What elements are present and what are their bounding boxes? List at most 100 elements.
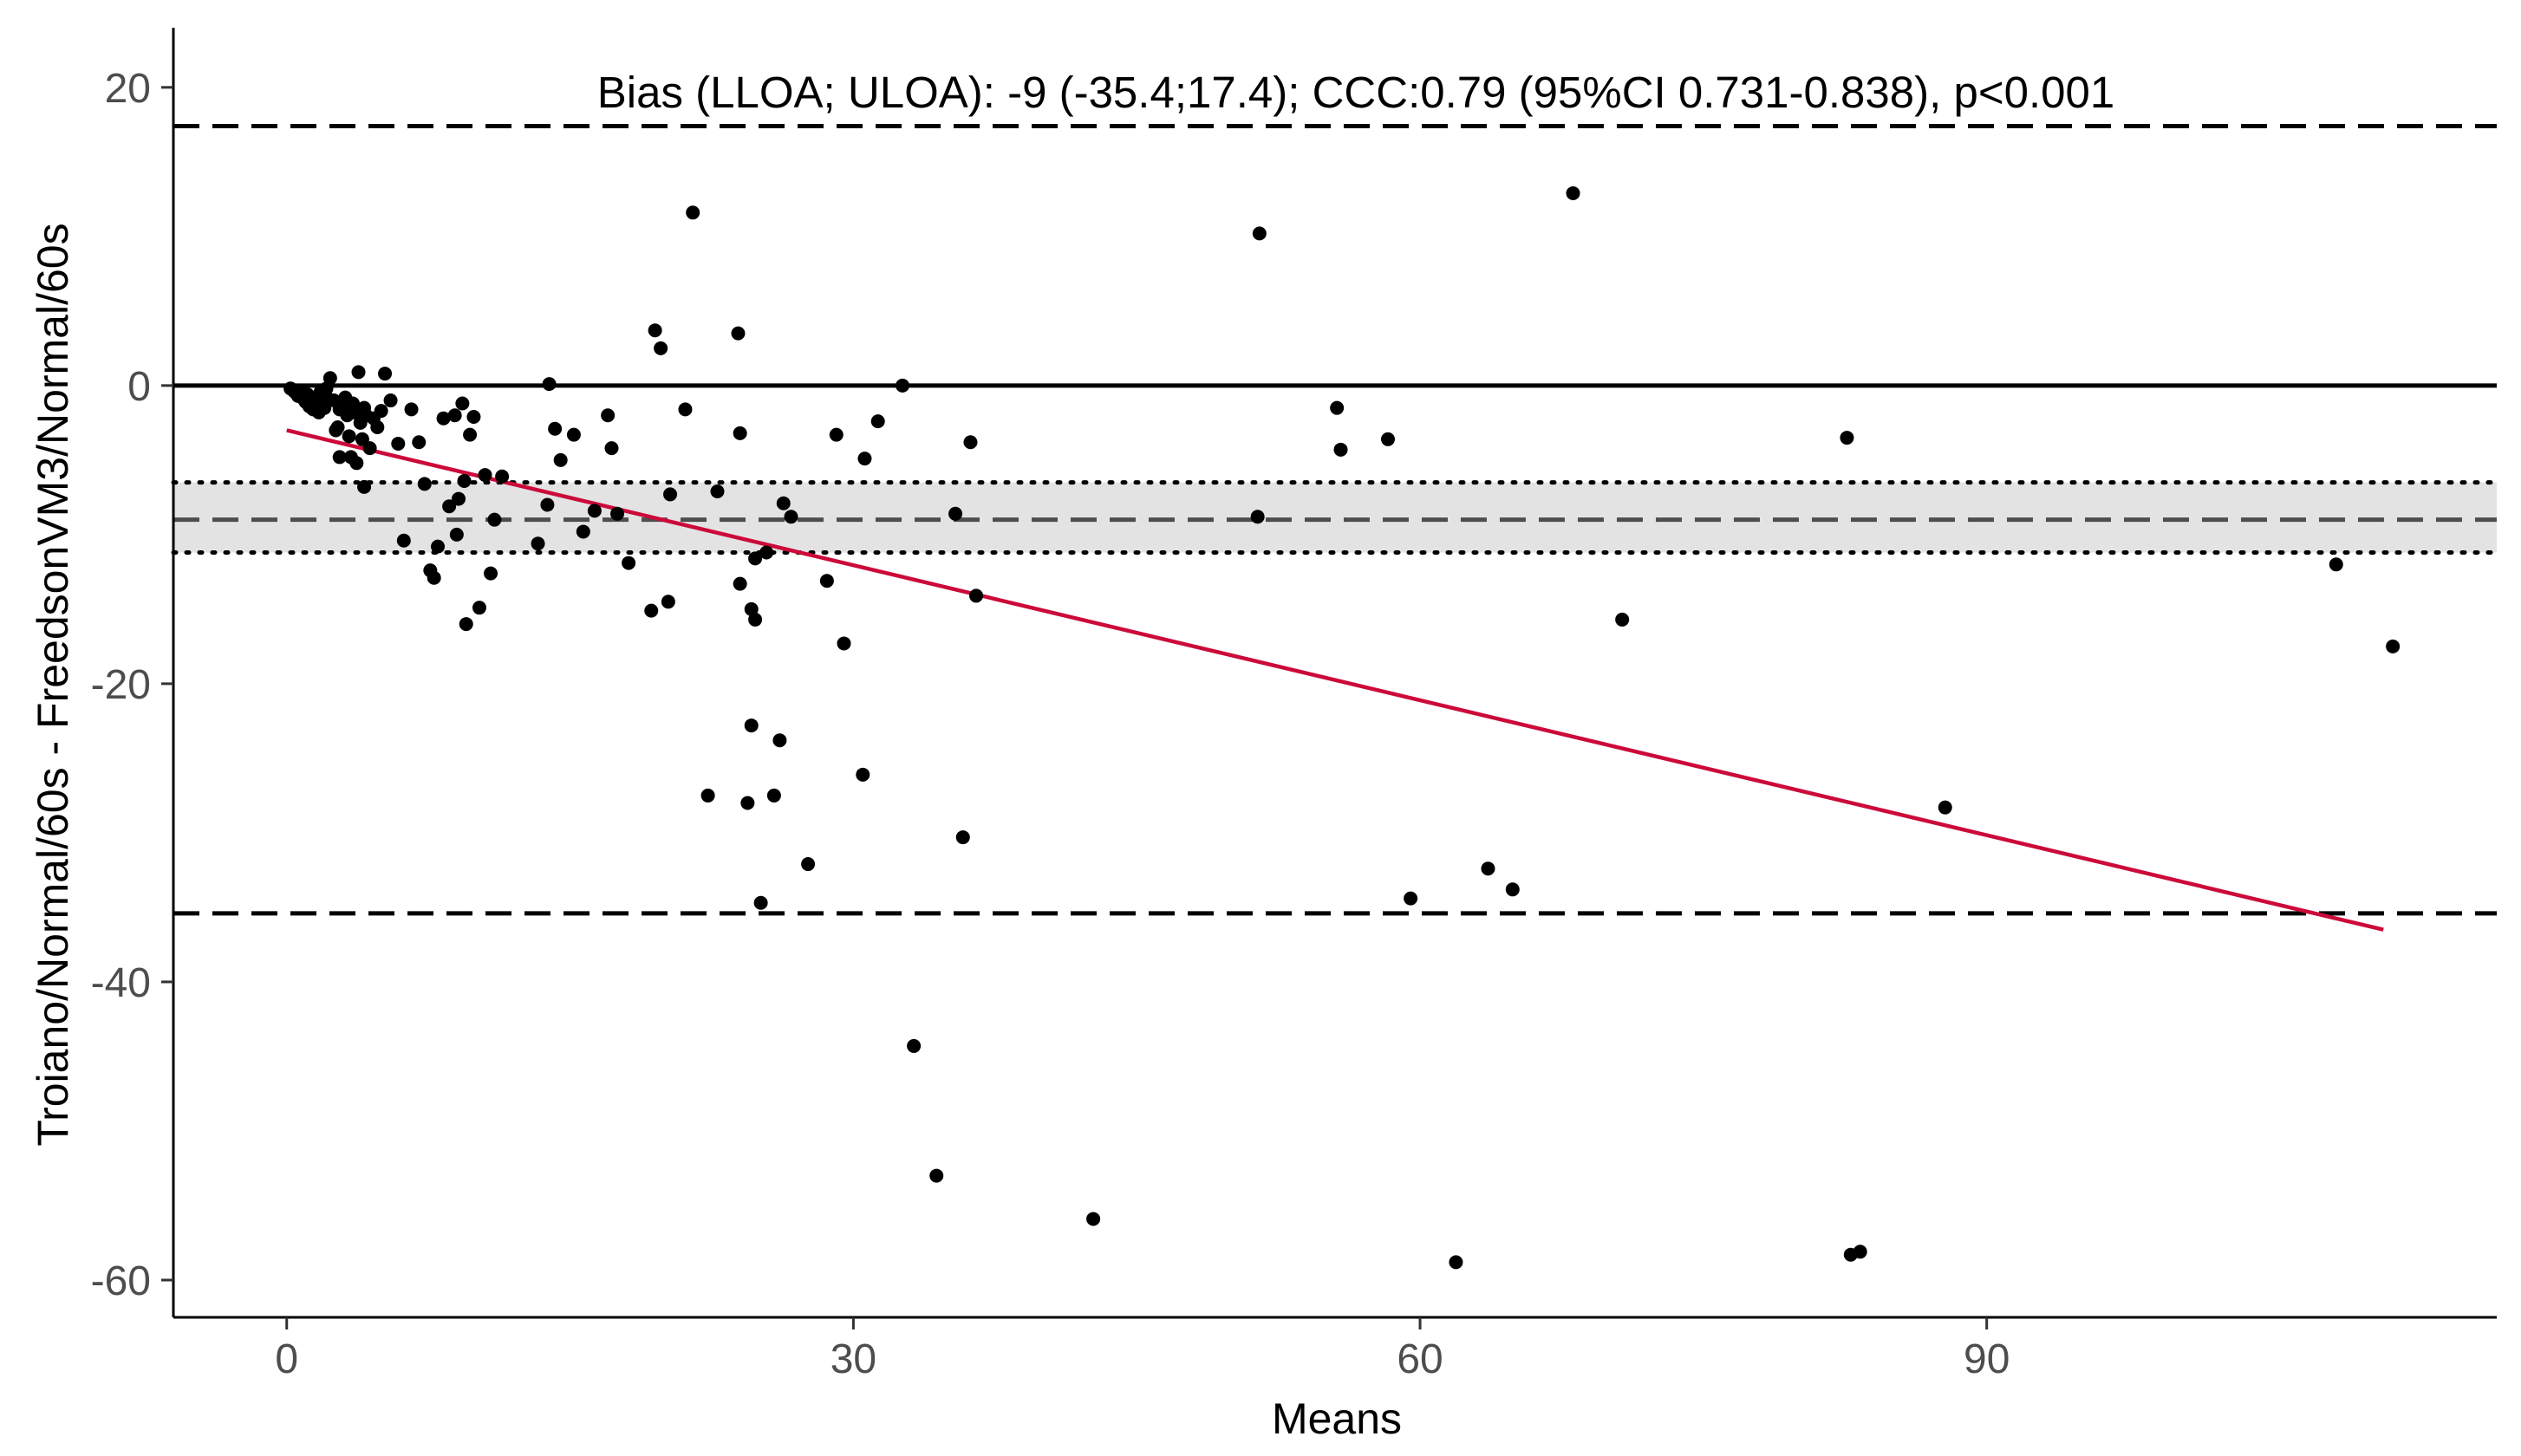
data-point bbox=[472, 601, 486, 615]
data-point bbox=[478, 468, 492, 483]
data-point bbox=[391, 436, 406, 451]
trend-line bbox=[286, 428, 2384, 932]
data-point bbox=[417, 477, 432, 491]
data-point bbox=[319, 381, 334, 396]
data-point bbox=[784, 510, 798, 524]
data-point bbox=[740, 796, 755, 810]
data-point bbox=[540, 497, 555, 512]
data-point bbox=[710, 484, 725, 498]
bias-confidence-band-layer bbox=[171, 480, 2499, 556]
x-tick-label: 0 bbox=[275, 1336, 298, 1382]
data-point bbox=[963, 435, 978, 450]
data-point bbox=[748, 551, 763, 566]
data-point bbox=[484, 566, 498, 581]
reference-lines-layer bbox=[173, 124, 2497, 916]
data-point bbox=[463, 427, 478, 442]
data-point bbox=[819, 574, 834, 588]
data-point bbox=[772, 733, 787, 748]
data-point bbox=[801, 857, 816, 872]
data-point bbox=[744, 601, 759, 616]
data-point bbox=[449, 527, 464, 542]
data-point bbox=[969, 588, 984, 603]
data-point bbox=[431, 539, 446, 554]
data-point bbox=[648, 323, 662, 338]
data-point bbox=[1381, 432, 1396, 446]
data-point bbox=[907, 1038, 922, 1053]
data-point bbox=[495, 469, 510, 484]
data-point bbox=[351, 365, 366, 380]
data-point bbox=[929, 1168, 944, 1183]
data-point bbox=[531, 536, 545, 551]
y-tick-label: 0 bbox=[127, 364, 151, 410]
data-point bbox=[644, 603, 659, 618]
data-point bbox=[412, 435, 427, 450]
data-point bbox=[378, 367, 393, 381]
data-point bbox=[1333, 442, 1348, 457]
data-point bbox=[1481, 861, 1495, 876]
data-point bbox=[442, 499, 457, 514]
data-point bbox=[1853, 1245, 1867, 1259]
data-point bbox=[622, 556, 636, 570]
data-point bbox=[322, 371, 337, 386]
data-point bbox=[1250, 510, 1265, 524]
data-point bbox=[349, 456, 364, 471]
data-point bbox=[2386, 639, 2400, 653]
data-points-layer bbox=[283, 185, 2400, 1270]
data-point bbox=[404, 402, 419, 417]
data-point bbox=[654, 341, 668, 355]
data-point bbox=[396, 533, 411, 548]
data-point bbox=[829, 427, 844, 442]
x-tick-label: 90 bbox=[1964, 1336, 2010, 1382]
data-point bbox=[452, 491, 466, 506]
data-point bbox=[870, 414, 885, 429]
data-point bbox=[896, 378, 910, 393]
data-point bbox=[955, 830, 970, 845]
data-point bbox=[678, 402, 693, 417]
data-point bbox=[455, 396, 470, 411]
data-point bbox=[1449, 1255, 1463, 1270]
data-point bbox=[374, 404, 388, 419]
data-point bbox=[1252, 226, 1267, 241]
data-point bbox=[357, 479, 372, 494]
data-point bbox=[759, 545, 774, 560]
data-point bbox=[744, 718, 759, 733]
data-point bbox=[383, 393, 398, 408]
data-point bbox=[459, 617, 473, 632]
data-point bbox=[1938, 800, 1952, 815]
data-point bbox=[457, 473, 472, 488]
data-point bbox=[1505, 882, 1520, 897]
data-point bbox=[548, 421, 563, 436]
data-point bbox=[466, 409, 481, 424]
trend-line-layer bbox=[286, 428, 2384, 932]
data-point bbox=[663, 487, 678, 502]
data-point bbox=[700, 788, 715, 803]
data-point bbox=[332, 450, 347, 465]
data-point bbox=[487, 512, 502, 527]
data-point bbox=[857, 452, 872, 466]
y-axis-title: Troiano/Normal/60s - FreedsonVM3/Normal/… bbox=[29, 223, 77, 1146]
data-point bbox=[330, 420, 345, 435]
data-point bbox=[447, 408, 462, 423]
data-point bbox=[610, 506, 625, 521]
data-point bbox=[731, 326, 746, 341]
y-tick-label: -60 bbox=[91, 1258, 151, 1304]
data-point bbox=[753, 895, 768, 910]
data-point bbox=[1404, 891, 1418, 906]
x-tick-label: 60 bbox=[1397, 1336, 1443, 1382]
data-point bbox=[1840, 431, 1854, 445]
data-point bbox=[576, 524, 590, 539]
data-point bbox=[362, 441, 377, 456]
data-point bbox=[948, 506, 963, 521]
data-point bbox=[776, 496, 791, 510]
y-tick-label: -20 bbox=[91, 662, 151, 708]
stats-annotation: Bias (LLOA; ULOA): -9 (-35.4;17.4); CCC:… bbox=[597, 68, 2114, 117]
data-point bbox=[686, 205, 700, 220]
data-point bbox=[661, 595, 675, 609]
data-point bbox=[733, 426, 747, 440]
data-point bbox=[1330, 400, 1345, 415]
y-tick-label: 20 bbox=[105, 66, 151, 112]
data-point bbox=[837, 636, 851, 651]
data-point bbox=[566, 427, 581, 442]
data-point bbox=[2329, 557, 2343, 572]
x-axis-title: Means bbox=[1272, 1394, 1402, 1443]
